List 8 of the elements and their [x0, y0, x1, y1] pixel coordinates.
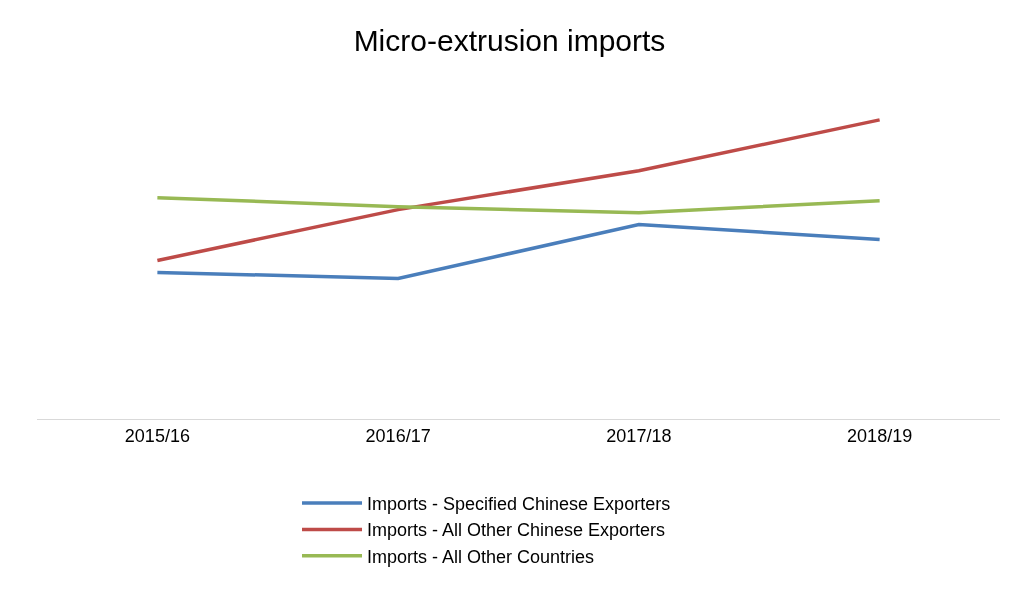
chart-title: Micro-extrusion imports [353, 24, 666, 58]
x-tick-label: 2017/18 [606, 425, 672, 446]
x-tick-label: 2015/16 [124, 425, 190, 446]
legend-label: Imports - Specified Chinese Exporters [367, 494, 671, 515]
x-tick-label: 2018/19 [847, 425, 913, 446]
x-tick-label: 2016/17 [365, 425, 431, 446]
legend-label: Imports - All Other Countries [367, 546, 595, 567]
legend-label: Imports - All Other Chinese Exporters [367, 520, 666, 541]
